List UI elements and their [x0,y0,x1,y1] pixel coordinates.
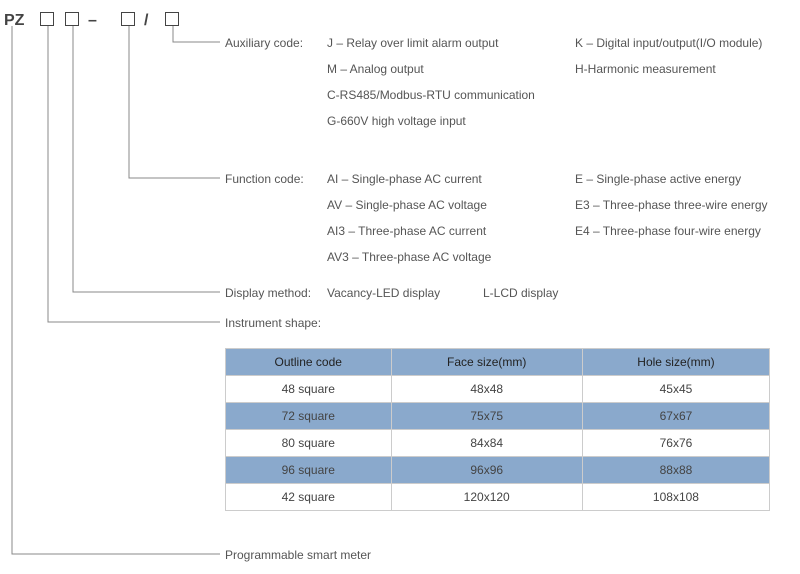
table-cell: 84x84 [391,430,582,457]
table-cell: 120x120 [391,484,582,511]
table-cell: 42 square [226,484,392,511]
table-cell: 108x108 [582,484,769,511]
func-ai: AI – Single-phase AC current [327,172,482,186]
func-e3: E3 – Three-phase three-wire energy [575,198,768,212]
aux-h: H-Harmonic measurement [575,62,716,76]
table-cell: 96 square [226,457,392,484]
function-label: Function code: [225,172,304,186]
aux-m: M – Analog output [327,62,424,76]
shape-label: Instrument shape: [225,316,321,330]
table-cell: 76x76 [582,430,769,457]
slash: / [144,12,148,30]
th-outline: Outline code [226,349,392,376]
programmable-label: Programmable smart meter [225,548,371,562]
table-cell: 67x67 [582,403,769,430]
box-shape [40,12,54,26]
box-auxiliary [165,12,179,26]
table-header-row: Outline code Face size(mm) Hole size(mm) [226,349,770,376]
table-cell: 96x96 [391,457,582,484]
table-row: 72 square75x7567x67 [226,403,770,430]
disp-lcd: L-LCD display [483,286,558,300]
shape-table-wrap: Outline code Face size(mm) Hole size(mm)… [225,348,770,511]
table-row: 48 square48x4845x45 [226,376,770,403]
aux-g: G-660V high voltage input [327,114,466,128]
code-format: PZ – / [0,8,800,34]
aux-c: C-RS485/Modbus-RTU communication [327,88,535,102]
table-row: 42 square120x120108x108 [226,484,770,511]
box-display [65,12,79,26]
table-cell: 75x75 [391,403,582,430]
th-face: Face size(mm) [391,349,582,376]
table-cell: 48x48 [391,376,582,403]
table-cell: 45x45 [582,376,769,403]
table-row: 96 square96x9688x88 [226,457,770,484]
prefix: PZ [4,12,24,30]
table-cell: 48 square [226,376,392,403]
dash: – [88,12,97,30]
func-av3: AV3 – Three-phase AC voltage [327,250,491,264]
func-e4: E4 – Three-phase four-wire energy [575,224,761,238]
aux-k: K – Digital input/output(I/O module) [575,36,762,50]
disp-vacancy: Vacancy-LED display [327,286,440,300]
shape-table: Outline code Face size(mm) Hole size(mm)… [225,348,770,511]
func-av: AV – Single-phase AC voltage [327,198,487,212]
box-function [121,12,135,26]
func-ai3: AI3 – Three-phase AC current [327,224,486,238]
display-label: Display method: [225,286,311,300]
table-row: 80 square84x8476x76 [226,430,770,457]
table-cell: 88x88 [582,457,769,484]
table-cell: 80 square [226,430,392,457]
table-cell: 72 square [226,403,392,430]
table-body: 48 square48x4845x4572 square75x7567x6780… [226,376,770,511]
aux-j: J – Relay over limit alarm output [327,36,498,50]
th-hole: Hole size(mm) [582,349,769,376]
func-e: E – Single-phase active energy [575,172,741,186]
auxiliary-label: Auxiliary code: [225,36,303,50]
